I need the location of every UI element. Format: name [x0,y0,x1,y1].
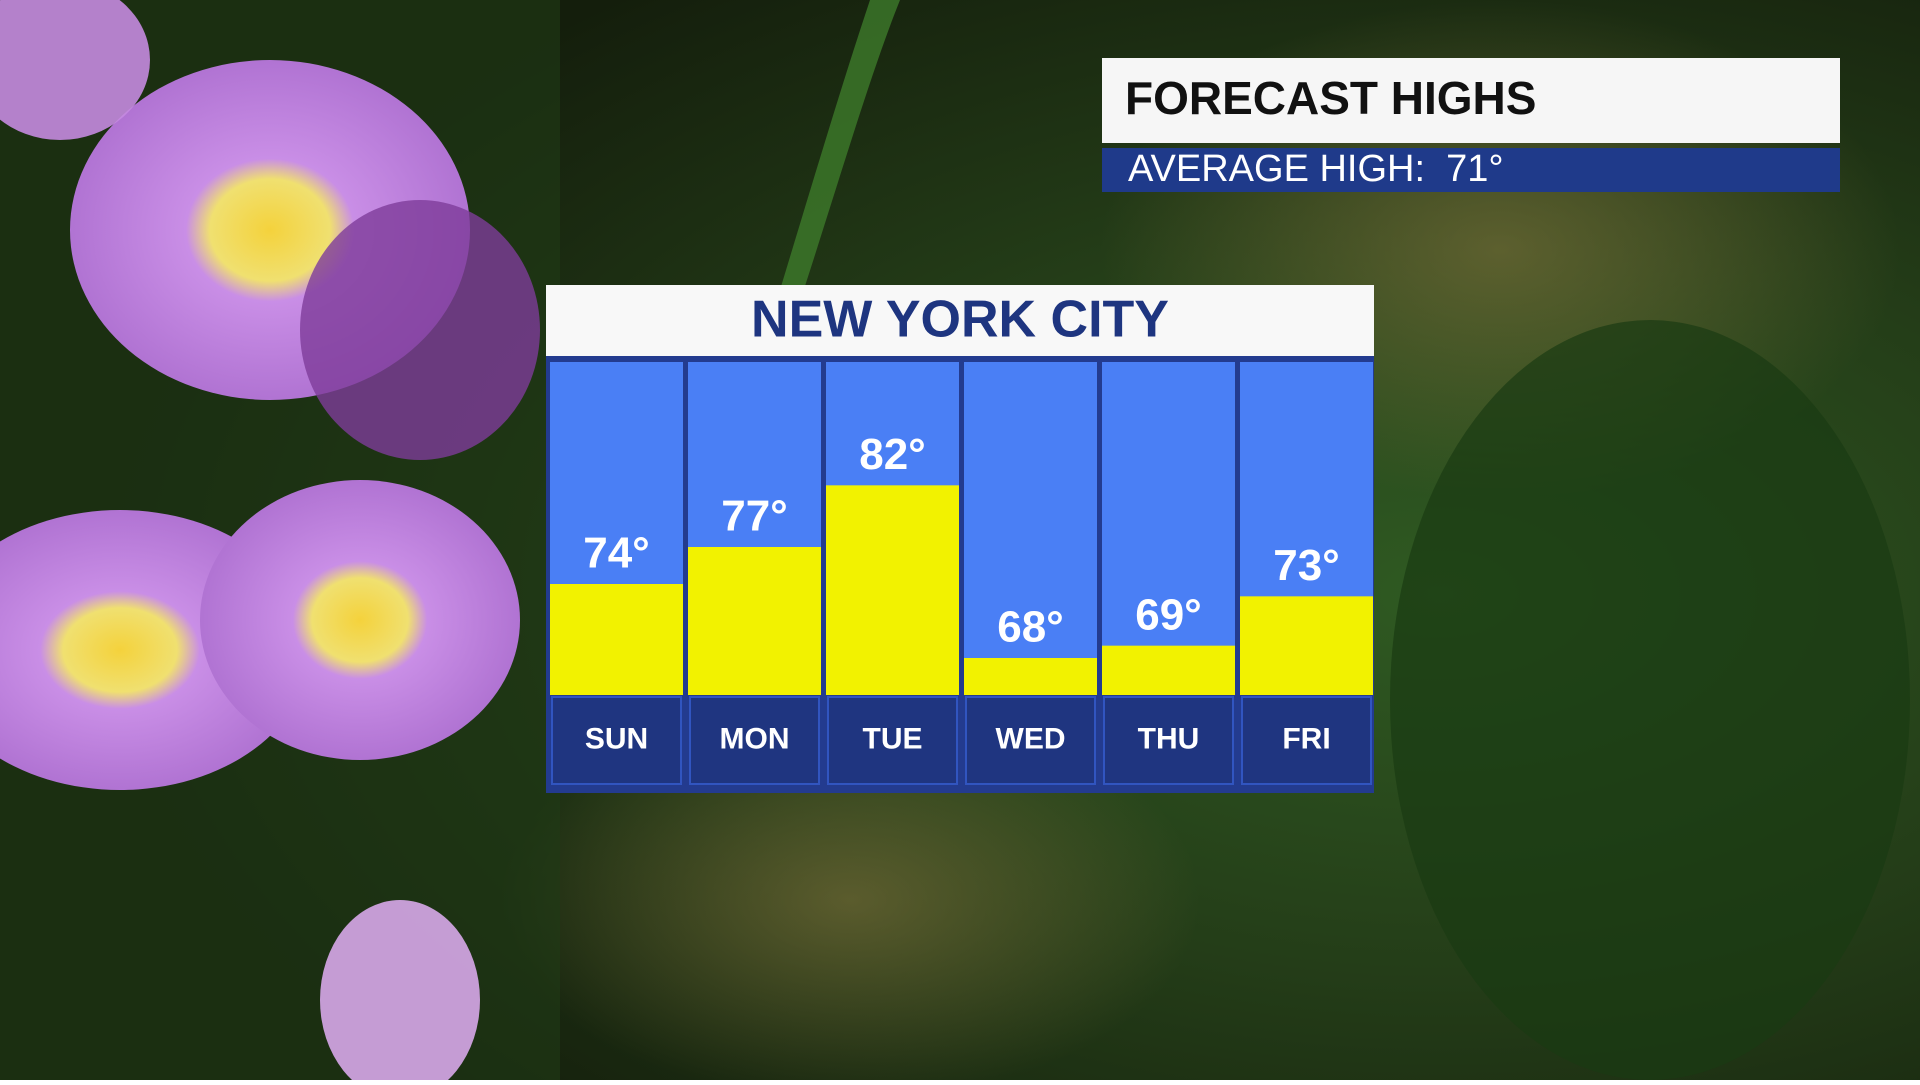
day-label-box [551,696,682,785]
chart-panel [546,285,1374,793]
bar [1102,645,1235,695]
plot: 74° SUN 77° MON 82° TUE 68° WED 69° THU 73° FRI [550,362,1373,785]
header-box [1102,58,1840,143]
day-label-box [1241,696,1372,785]
header-title: FORECAST HIGHS [1125,72,1536,124]
bar [688,547,821,695]
value-label: 74° [583,529,650,578]
bar [1240,596,1373,695]
column-background [964,362,1097,695]
value-label: 82° [859,430,926,479]
day-label-box [827,696,958,785]
day-label-box [1103,696,1234,785]
day-label: MON [720,722,790,755]
subtitle-bar [1102,148,1840,192]
day-label: WED [996,722,1066,755]
day-label-box [965,696,1096,785]
value-label: 69° [1135,590,1202,639]
day-label: TUE [863,722,923,755]
bar [550,584,683,695]
subtitle: AVERAGE HIGH: 71° [1128,148,1504,190]
title-box [546,285,1374,356]
value-label: 68° [997,603,1064,652]
bar [964,658,1097,695]
chart-title: NEW YORK CITY [751,291,1169,349]
bar [826,485,959,695]
value-label: 77° [721,492,788,541]
day-label: SUN [585,722,648,755]
column-background [1102,362,1235,695]
value-label: 73° [1273,541,1340,590]
day-label: THU [1138,722,1200,755]
day-label-box [689,696,820,785]
day-label: FRI [1282,722,1330,755]
